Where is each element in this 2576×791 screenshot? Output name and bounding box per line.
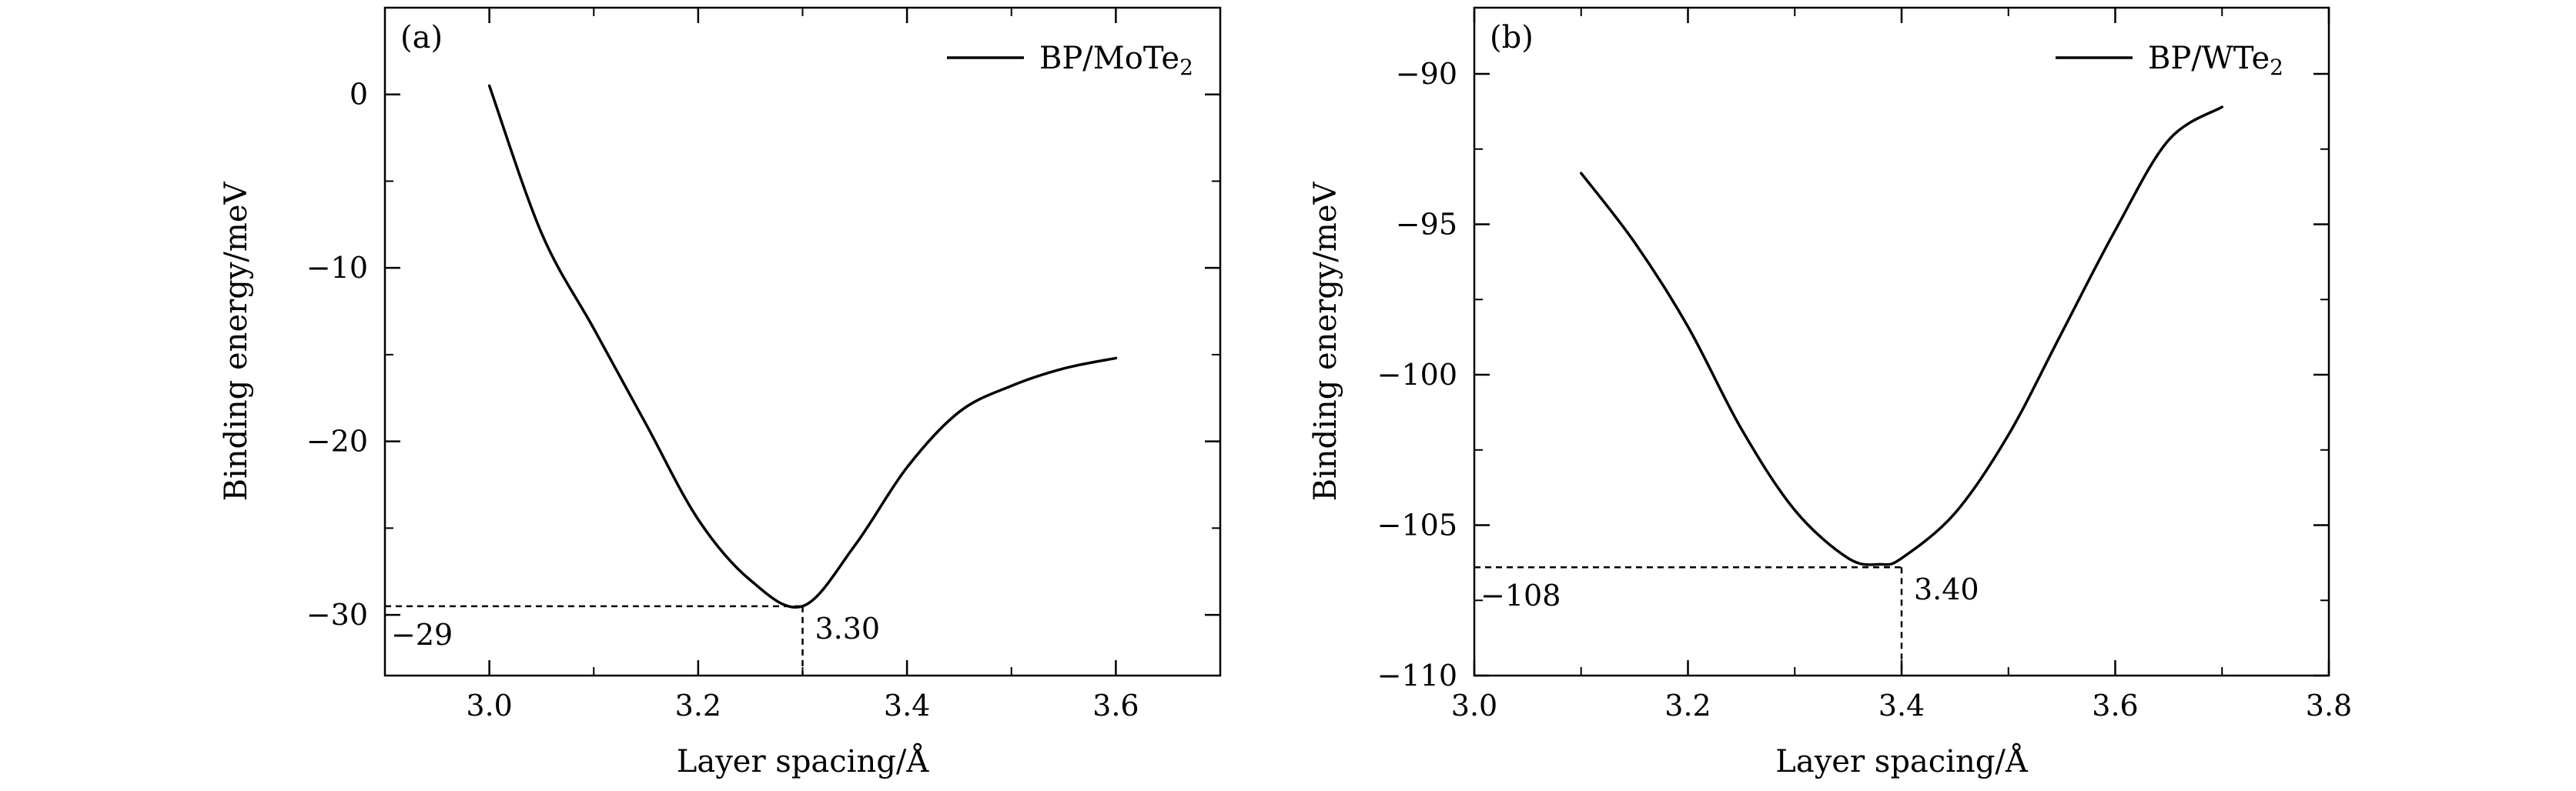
legend-label-subscript-b: 2 <box>2270 55 2283 80</box>
x-tick-label-b: 3.6 <box>2092 689 2138 723</box>
y-axis-label-b: Binding energy/meV <box>1308 181 1343 501</box>
y-tick-label-b: −95 <box>1396 208 1457 242</box>
x-tick-label-b: 3.8 <box>2306 689 2352 723</box>
x-tick-label-b: 3.4 <box>1878 689 1925 723</box>
x-axis-label-a: Layer spacing/Å <box>677 743 930 779</box>
legend-label-subscript-a: 2 <box>1179 55 1193 80</box>
panel-b: 3.0 3.2 3.4 3.6 3.8 −90 −95 −100 −105 −110 Layer s… <box>1308 6 2352 779</box>
plot-frame-a <box>383 6 1222 677</box>
x-marker-label-a: 3.30 <box>815 612 881 646</box>
x-axis-label-b: Layer spacing/Å <box>1775 743 2029 779</box>
y-tick-label-b: −105 <box>1377 509 1457 542</box>
x-marker-label-b: 3.40 <box>1914 572 1979 606</box>
legend-label-base-a: BP/MoTe <box>1039 41 1179 76</box>
panel-label-b: (b) <box>1490 20 1534 55</box>
y-tick-label-a: −20 <box>306 425 368 459</box>
y-tick-label-b: −100 <box>1377 358 1457 392</box>
x-tick-label-b: 3.2 <box>1664 689 1711 723</box>
x-tick-label-a: 3.6 <box>1092 689 1139 723</box>
x-tick-label-a: 3.4 <box>884 689 930 723</box>
series-line-a <box>487 84 1118 609</box>
y-tick-label-a: 0 <box>350 78 368 112</box>
x-tick-label-a: 3.2 <box>675 689 721 723</box>
legend-label-base-b: BP/WTe <box>2148 41 2270 76</box>
legend-label-a: BP/MoTe2 <box>1039 41 1193 80</box>
y-tick-label-b: −110 <box>1377 659 1457 693</box>
legend-label-b: BP/WTe2 <box>2148 41 2283 80</box>
series-line-b <box>1580 105 2223 566</box>
y-marker-label-a: −29 <box>391 618 453 652</box>
panel-a: 3.0 3.2 3.4 3.6 0 −10 −20 −30 Layer spacing/Å Bin… <box>219 6 1222 779</box>
x-tick-label-b: 3.0 <box>1451 689 1497 723</box>
panel-label-a: (a) <box>400 20 443 55</box>
y-axis-label-a: Binding energy/meV <box>219 181 254 501</box>
y-tick-label-a: −10 <box>306 251 368 285</box>
y-marker-label-b: −108 <box>1480 579 1561 612</box>
y-tick-label-a: −30 <box>306 598 368 632</box>
y-tick-label-b: −90 <box>1396 57 1457 91</box>
x-tick-label-a: 3.0 <box>466 689 512 723</box>
plot-frame-b <box>1473 6 2330 677</box>
